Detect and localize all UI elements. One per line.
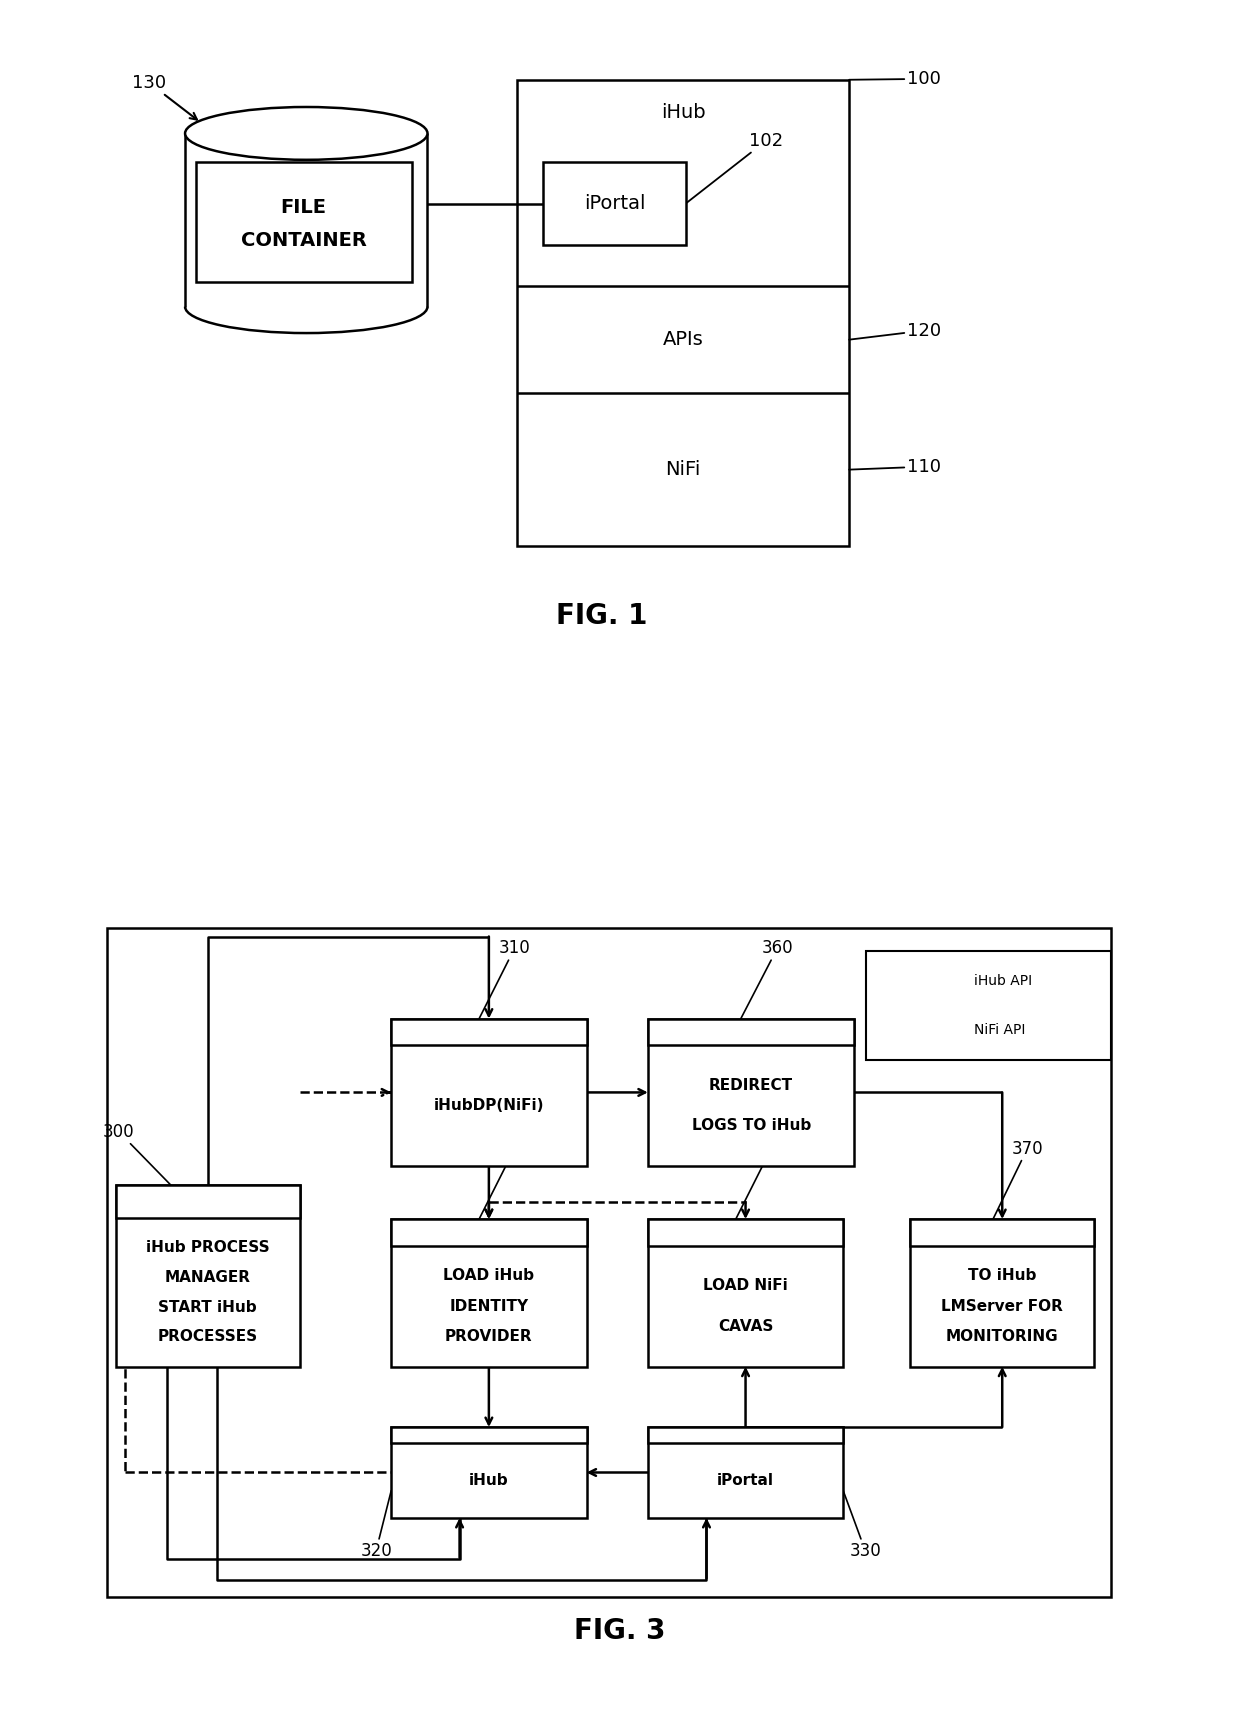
Text: FILE: FILE xyxy=(280,198,326,217)
Text: LOAD NiFi: LOAD NiFi xyxy=(703,1279,787,1293)
Text: REDIRECT: REDIRECT xyxy=(709,1078,794,1093)
Text: 102: 102 xyxy=(686,132,784,203)
Text: 300: 300 xyxy=(103,1123,171,1184)
Text: FIG. 3: FIG. 3 xyxy=(574,1618,666,1645)
Bar xyxy=(649,1427,843,1518)
Text: NiFi API: NiFi API xyxy=(973,1023,1025,1037)
Text: iHub API: iHub API xyxy=(973,975,1032,988)
Text: 130: 130 xyxy=(133,74,197,120)
Text: 110: 110 xyxy=(849,457,941,476)
Bar xyxy=(107,928,1111,1597)
Bar xyxy=(649,1427,843,1444)
Bar xyxy=(910,1219,1094,1367)
Bar xyxy=(392,1019,587,1165)
Text: PROVIDER: PROVIDER xyxy=(445,1329,533,1344)
Text: iHub PROCESS: iHub PROCESS xyxy=(146,1239,269,1255)
Text: APIs: APIs xyxy=(662,330,703,349)
Bar xyxy=(649,1019,854,1165)
Text: MONITORING: MONITORING xyxy=(946,1329,1059,1344)
Text: iHub: iHub xyxy=(469,1473,508,1489)
Bar xyxy=(392,1427,587,1518)
Text: TO iHub: TO iHub xyxy=(968,1269,1037,1284)
Bar xyxy=(866,951,1111,1061)
Text: LMServer FOR: LMServer FOR xyxy=(941,1298,1063,1313)
Text: LOGS TO iHub: LOGS TO iHub xyxy=(692,1119,811,1133)
Text: 120: 120 xyxy=(849,321,941,340)
Text: iHubDP(NiFi): iHubDP(NiFi) xyxy=(434,1098,544,1114)
Text: FIG. 1: FIG. 1 xyxy=(556,602,647,631)
Text: 360: 360 xyxy=(740,939,794,1019)
Bar xyxy=(115,1184,300,1217)
Bar xyxy=(910,1219,1094,1246)
Bar xyxy=(392,1219,587,1246)
Text: 330: 330 xyxy=(843,1490,882,1559)
Text: 310: 310 xyxy=(479,939,531,1019)
Text: iPortal: iPortal xyxy=(717,1473,774,1489)
Bar xyxy=(649,1219,843,1246)
Bar xyxy=(115,1184,300,1367)
Bar xyxy=(649,1019,854,1045)
Bar xyxy=(649,1219,843,1367)
Bar xyxy=(392,1219,587,1367)
Text: IDENTITY: IDENTITY xyxy=(449,1298,528,1313)
Text: 340: 340 xyxy=(735,1140,787,1219)
Ellipse shape xyxy=(185,107,428,160)
Text: PROCESSES: PROCESSES xyxy=(157,1329,258,1344)
Text: iPortal: iPortal xyxy=(584,194,645,213)
Text: LOAD iHub: LOAD iHub xyxy=(444,1269,534,1284)
Bar xyxy=(392,1019,587,1045)
Text: START iHub: START iHub xyxy=(159,1300,257,1315)
Text: 320: 320 xyxy=(360,1490,392,1559)
Text: NiFi: NiFi xyxy=(666,461,701,480)
Text: iHub: iHub xyxy=(661,103,706,122)
Text: CONTAINER: CONTAINER xyxy=(241,230,367,249)
Bar xyxy=(517,79,849,547)
Text: CAVAS: CAVAS xyxy=(718,1318,774,1334)
Text: 370: 370 xyxy=(993,1140,1043,1219)
Text: 350: 350 xyxy=(479,1140,531,1219)
Text: 100: 100 xyxy=(849,70,941,88)
Bar xyxy=(196,162,412,282)
Bar xyxy=(543,162,686,244)
Text: MANAGER: MANAGER xyxy=(165,1270,250,1284)
Bar xyxy=(392,1427,587,1444)
